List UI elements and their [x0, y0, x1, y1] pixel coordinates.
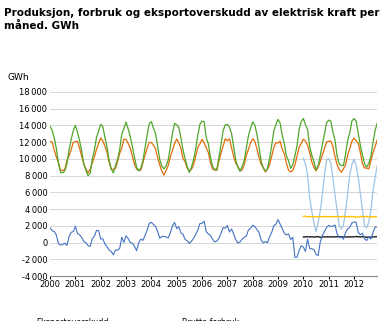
Text: Produksjon, forbruk og eksportoverskudd av elektrisk kraft per
måned. GWh: Produksjon, forbruk og eksportoverskudd … [4, 8, 379, 30]
Text: GWh: GWh [8, 73, 29, 82]
Legend: Eksportoverskudd, Forbruk i alminnelig forsyning, Forbruk i utvinning av
råolje : Eksportoverskudd, Forbruk i alminnelig f… [15, 315, 274, 321]
